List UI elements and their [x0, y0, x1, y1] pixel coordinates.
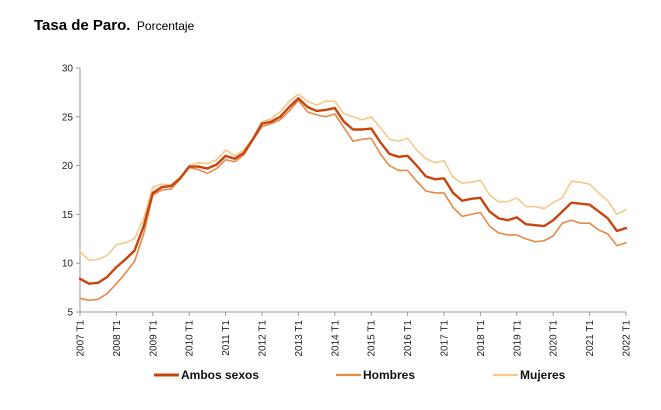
- legend-label: Mujeres: [520, 368, 566, 382]
- legend-label: Hombres: [363, 368, 415, 382]
- chart-title-block: Tasa de Paro. Porcentaje: [34, 17, 194, 35]
- x-tick-label: 2018 T1: [476, 320, 487, 357]
- y-tick-label: 30: [62, 64, 74, 75]
- chart-subtitle: Porcentaje: [136, 19, 195, 33]
- y-tick-label: 25: [62, 112, 74, 123]
- chart-title: Tasa de Paro.: [34, 17, 131, 34]
- series-line-2: [79, 99, 627, 302]
- x-tick-label: 2020 T1: [549, 320, 560, 357]
- x-tick-label: 2022 T1: [622, 320, 633, 357]
- x-tick-label: 2014 T1: [330, 320, 341, 357]
- x-tick-label: 2019 T1: [512, 320, 523, 357]
- legend-label: Ambos sexos: [181, 368, 259, 382]
- y-tick-label: 5: [67, 308, 73, 319]
- x-tick-label: 2021 T1: [585, 320, 596, 357]
- y-tick-label: 20: [62, 161, 74, 172]
- x-tick-label: 2013 T1: [294, 320, 305, 357]
- series-line-3: [79, 93, 627, 262]
- series-line-1: [78, 97, 628, 285]
- x-tick-label: 2011 T1: [221, 320, 232, 356]
- chart-legend: Ambos sexos Hombres Mujeres: [154, 368, 566, 382]
- x-tick-label: 2010 T1: [185, 320, 196, 357]
- chart-axes: 5 10 15 20 25 30 2007 T1 2008 T1 2009 T1 2010 T1 2…: [62, 64, 633, 357]
- x-tick-label: 2009 T1: [148, 320, 159, 357]
- x-tick-label: 2016 T1: [403, 320, 414, 357]
- x-tick-label: 2008 T1: [112, 320, 123, 357]
- y-tick-label: 15: [62, 210, 74, 221]
- x-tick-label: 2017 T1: [440, 320, 451, 357]
- x-tick-label: 2007 T1: [76, 320, 87, 357]
- x-tick-label: 2012 T1: [258, 320, 269, 357]
- y-tick-label: 10: [62, 259, 74, 270]
- chart-series-layer: [78, 93, 628, 302]
- x-tick-label: 2015 T1: [367, 320, 378, 357]
